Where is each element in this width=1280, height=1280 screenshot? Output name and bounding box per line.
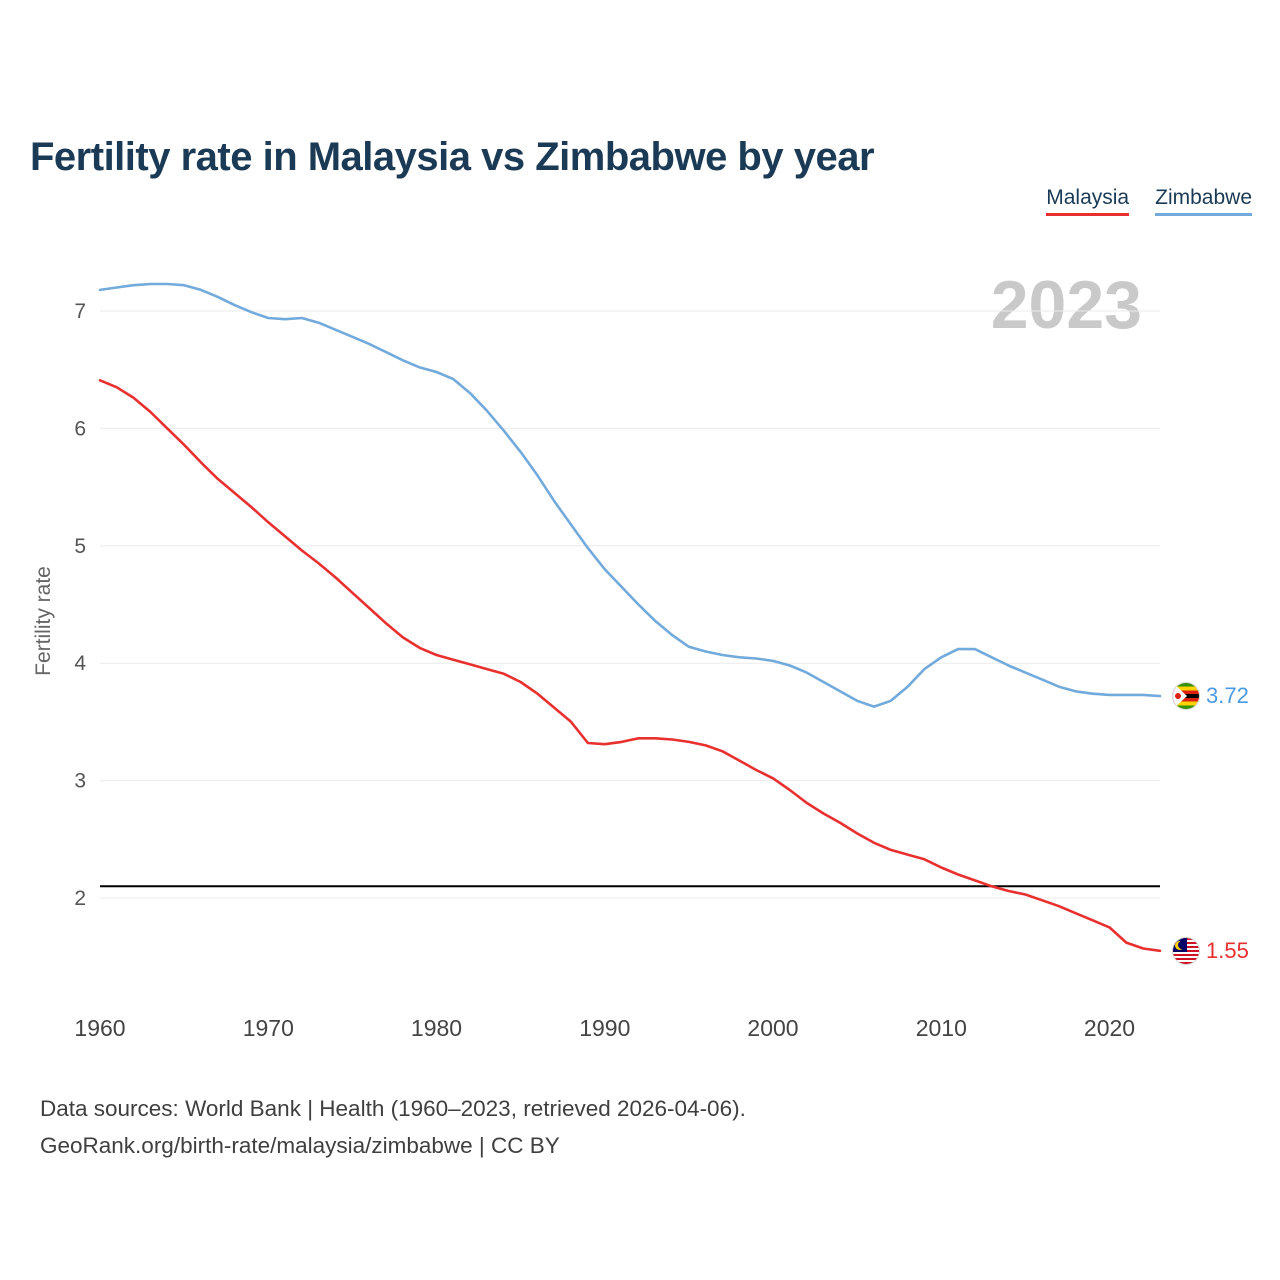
legend-item-malaysia[interactable]: Malaysia xyxy=(1046,186,1130,216)
y-tick-label: 4 xyxy=(74,652,86,675)
y-tick-label: 6 xyxy=(74,417,86,440)
x-tick-label: 1970 xyxy=(243,1015,294,1041)
legend: Malaysia Zimbabwe xyxy=(1046,186,1252,216)
malaysia-flag-icon xyxy=(1173,938,1199,964)
footer-source-line: Data sources: World Bank | Health (1960–… xyxy=(40,1096,746,1121)
x-tick-label: 1960 xyxy=(74,1015,125,1041)
zimbabwe-line xyxy=(98,282,1162,708)
zimbabwe-flag-icon xyxy=(1173,683,1199,709)
y-tick-label: 5 xyxy=(74,535,86,558)
x-tick-label: 1990 xyxy=(579,1015,630,1041)
footer-attribution-line: GeoRank.org/birth-rate/malaysia/zimbabwe… xyxy=(40,1133,560,1158)
page-title: Fertility rate in Malaysia vs Zimbabwe b… xyxy=(30,134,875,179)
x-tick-label: 2020 xyxy=(1084,1015,1135,1041)
watermark-year: 2023 xyxy=(990,267,1142,343)
malaysia-line xyxy=(98,378,1162,953)
malaysia-end-value: 1.55 xyxy=(1206,938,1249,963)
x-tick-label: 2000 xyxy=(747,1015,798,1041)
footer: Data sources: World Bank | Health (1960–… xyxy=(40,1090,746,1164)
legend-item-zimbabwe[interactable]: Zimbabwe xyxy=(1155,186,1252,216)
x-tick-label: 1980 xyxy=(411,1015,462,1041)
y-tick-label: 7 xyxy=(74,300,86,323)
y-tick-label: 2 xyxy=(74,887,86,910)
zimbabwe-end-value: 3.72 xyxy=(1206,683,1249,708)
y-tick-label: 3 xyxy=(74,770,86,793)
x-tick-label: 2010 xyxy=(916,1015,967,1041)
